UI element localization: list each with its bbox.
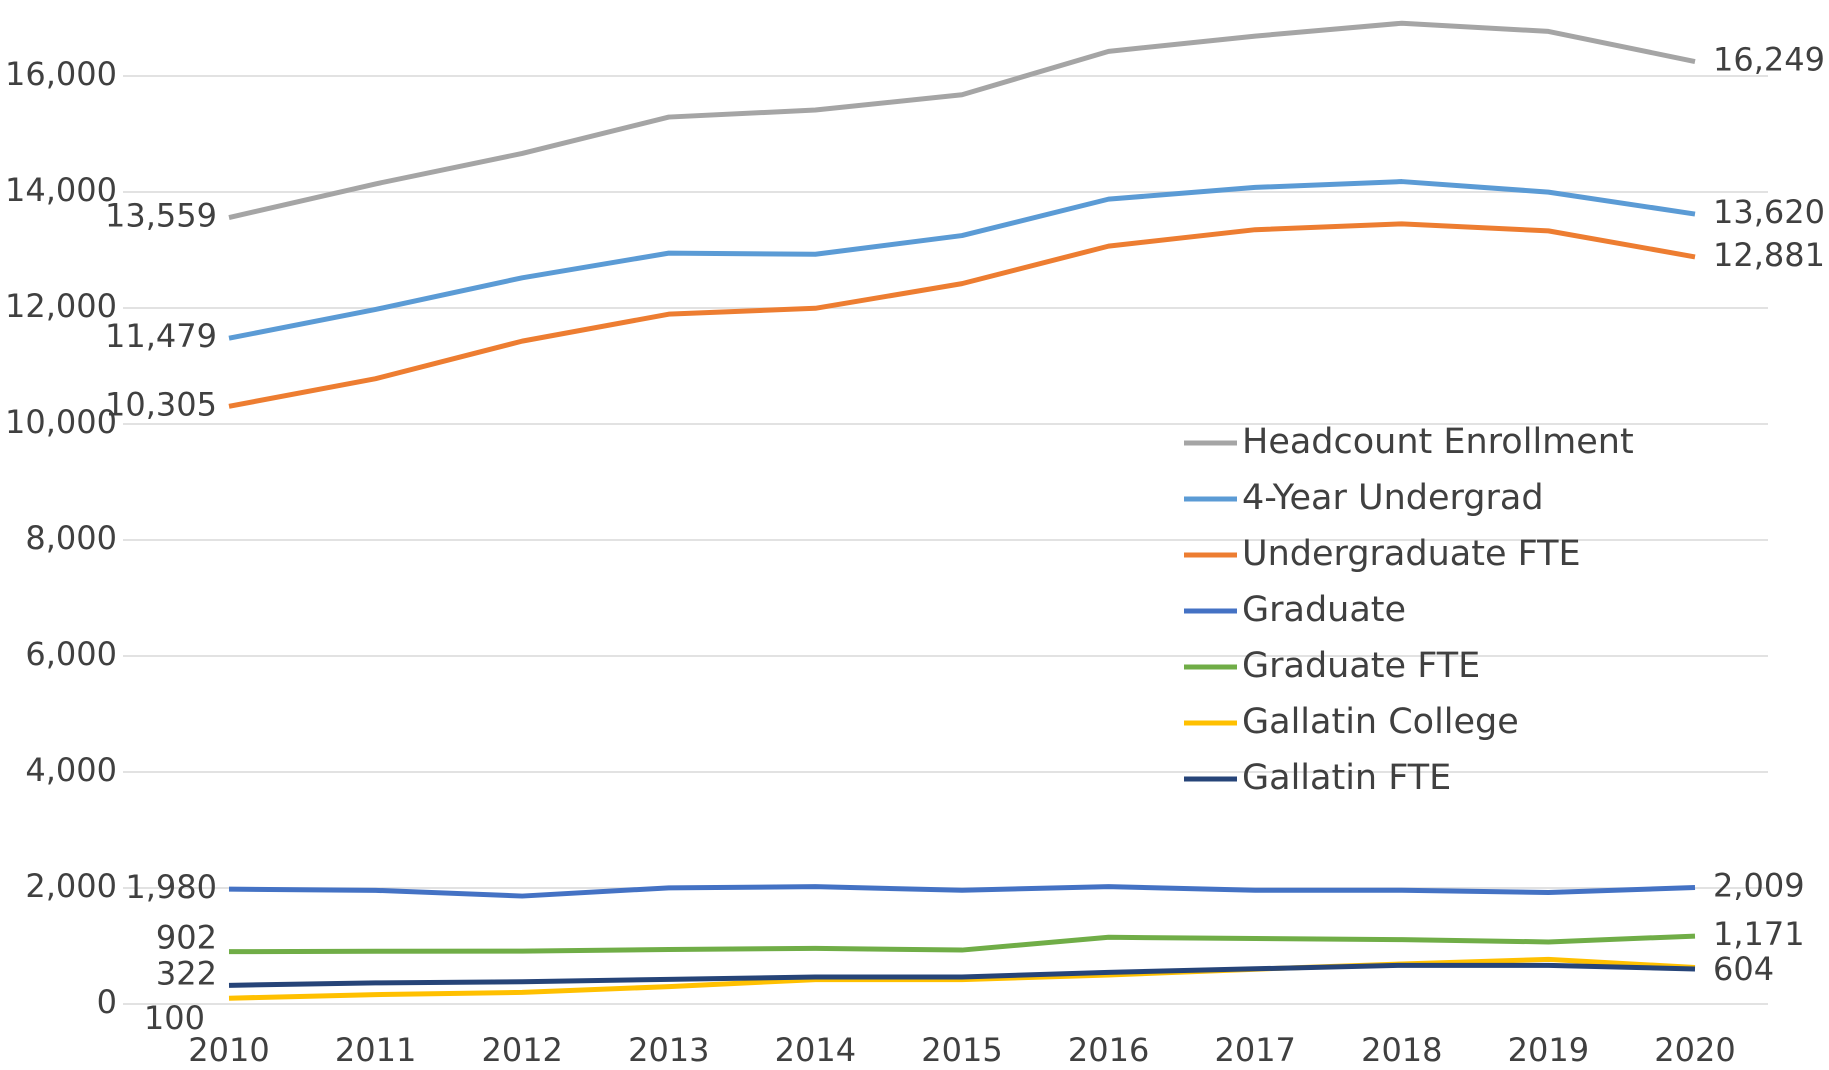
y-tick-label: 10,000 [5, 403, 117, 441]
data-label: 16,249 [1713, 41, 1825, 79]
y-tick-label: 14,000 [5, 171, 117, 209]
x-tick-label: 2015 [921, 1031, 1002, 1069]
series-line [228, 884, 1696, 899]
x-tick-label: 2018 [1361, 1031, 1442, 1069]
y-tick-label: 6,000 [25, 635, 117, 673]
data-label: 2,009 [1713, 866, 1805, 904]
series-line [228, 179, 1696, 341]
legend-label: Gallatin FTE [1242, 758, 1451, 798]
data-label: 100 [144, 999, 205, 1037]
legend-label: Graduate FTE [1242, 646, 1480, 686]
data-label: 11,479 [105, 317, 217, 355]
data-label: 13,620 [1713, 193, 1825, 231]
legend-label: Gallatin College [1242, 702, 1519, 742]
y-tick-label: 12,000 [5, 287, 117, 325]
series-line [228, 956, 1696, 1001]
series-line [228, 221, 1696, 409]
x-tick-label: 2019 [1508, 1031, 1589, 1069]
data-label: 902 [156, 919, 217, 957]
data-label: 1,171 [1713, 915, 1805, 953]
x-tick-label: 2010 [188, 1031, 269, 1069]
y-tick-label: 16,000 [5, 55, 117, 93]
series-line [228, 20, 1696, 221]
x-tick-label: 2011 [335, 1031, 416, 1069]
x-tick-label: 2013 [628, 1031, 709, 1069]
x-tick-label: 2014 [775, 1031, 856, 1069]
data-label: 604 [1713, 950, 1774, 988]
x-tick-label: 2017 [1214, 1031, 1295, 1069]
legend-label: Graduate [1242, 590, 1406, 630]
data-label: 1,980 [125, 868, 217, 906]
legend-label: 4-Year Undergrad [1242, 478, 1544, 518]
y-tick-label: 2,000 [25, 867, 117, 905]
x-tick-label: 2012 [481, 1031, 562, 1069]
series-line [228, 933, 1696, 955]
data-label: 12,881 [1713, 236, 1825, 274]
y-tick-label: 4,000 [25, 751, 117, 789]
series-line [228, 962, 1696, 988]
legend-label: Undergraduate FTE [1242, 534, 1581, 574]
x-tick-label: 2016 [1068, 1031, 1149, 1069]
data-label: 322 [156, 954, 217, 992]
y-tick-label: 0 [97, 983, 117, 1021]
data-label: 10,305 [105, 385, 217, 423]
legend-label: Headcount Enrollment [1242, 422, 1634, 462]
y-tick-label: 8,000 [25, 519, 117, 557]
x-tick-label: 2020 [1654, 1031, 1735, 1069]
data-label: 13,559 [105, 197, 217, 235]
